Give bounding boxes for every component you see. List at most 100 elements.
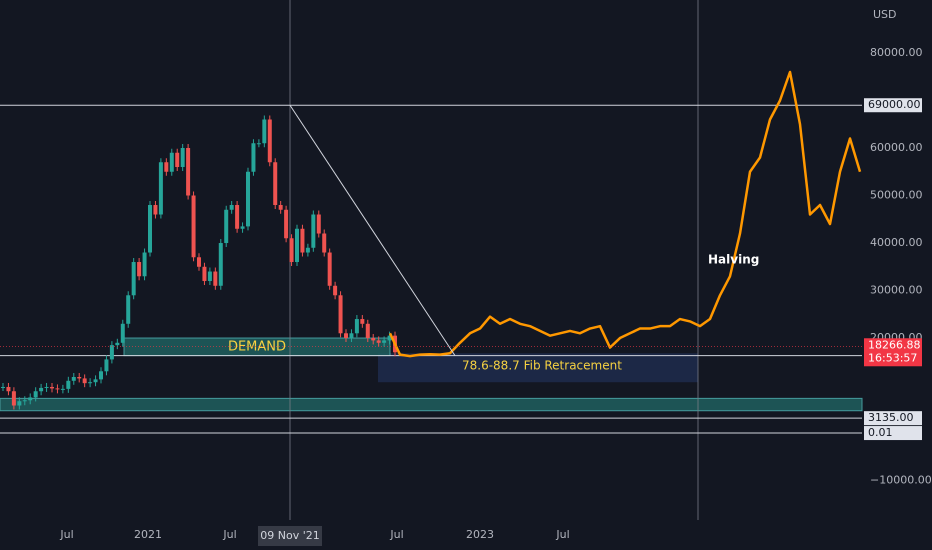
fib-label: 78.6-88.7 Fib Retracement [462, 359, 622, 373]
candle [93, 379, 98, 383]
support-zone [0, 397, 863, 412]
candle [289, 238, 294, 263]
candle [349, 333, 354, 339]
candle [256, 143, 261, 145]
candle [376, 340, 381, 343]
candle [218, 243, 223, 286]
x-tick-label: Jul [59, 528, 73, 541]
candle [175, 152, 180, 167]
candle [142, 252, 147, 277]
candle [1, 386, 5, 388]
candle [338, 295, 343, 334]
y-tick-label: −10000.00 [870, 474, 932, 487]
candle [115, 342, 120, 346]
candle [137, 262, 142, 277]
candle [316, 214, 321, 234]
candle [365, 323, 370, 339]
candle [382, 340, 387, 343]
candle [273, 162, 278, 206]
candle [66, 380, 71, 389]
candle [295, 228, 299, 263]
candle [300, 228, 305, 253]
candle [207, 271, 212, 282]
candle [278, 205, 283, 210]
candle [197, 257, 201, 267]
y-tick-label: 30000.00 [870, 284, 923, 297]
candle [44, 386, 49, 388]
candle [71, 376, 76, 381]
candle [99, 371, 103, 380]
demand-label: DEMAND [228, 339, 286, 354]
level-label: 3135.00 [868, 411, 914, 424]
level-label-bg [864, 426, 922, 441]
candle [22, 400, 27, 402]
candle [344, 333, 348, 339]
candle [180, 147, 185, 167]
candle [77, 376, 82, 379]
candle [39, 387, 44, 392]
candle [186, 147, 191, 196]
candle [169, 152, 174, 172]
level-label: 69000.00 [868, 98, 921, 111]
candle [224, 209, 229, 244]
x-tick-label: Jul [222, 528, 236, 541]
candle [262, 119, 267, 144]
x-tick-label: Jul [389, 528, 403, 541]
candle [164, 162, 169, 172]
halving-label: Halving [708, 253, 759, 267]
candle [131, 262, 136, 296]
candle [33, 391, 38, 398]
candle [267, 119, 272, 163]
candle [55, 388, 60, 390]
crosshair-label-bg [258, 526, 322, 546]
candle [88, 382, 93, 384]
candle [120, 323, 125, 343]
candle [109, 345, 114, 360]
candle [11, 391, 16, 406]
projection-line [388, 70, 862, 358]
y-tick-label: 60000.00 [870, 141, 923, 154]
candle [6, 386, 11, 392]
candle [158, 162, 163, 215]
candle [360, 319, 365, 324]
candle [82, 378, 87, 384]
candle [229, 205, 234, 210]
y-tick-label: 40000.00 [870, 236, 923, 249]
level-label: 0.01 [868, 426, 893, 439]
level-label-bg [864, 98, 922, 113]
crosshair-label: 09 Nov '21 [260, 529, 319, 542]
candle [153, 205, 158, 215]
candle [333, 285, 338, 296]
candle [246, 171, 250, 227]
candle [60, 388, 65, 390]
candle [235, 205, 240, 229]
candle [213, 271, 218, 286]
x-tick-label: Jul [555, 528, 569, 541]
candle [240, 226, 245, 229]
last-price-label: 18266.88 [868, 338, 921, 351]
candle [148, 205, 152, 253]
candle [354, 319, 359, 334]
candle [305, 247, 310, 253]
candle [126, 295, 131, 324]
candle [371, 338, 376, 341]
level-label-bg [864, 411, 922, 426]
candle [327, 252, 332, 286]
candle [284, 209, 289, 239]
candle [311, 214, 316, 248]
candle [28, 397, 33, 401]
candle [202, 266, 207, 282]
candle [104, 359, 109, 372]
y-tick-label: 80000.00 [870, 46, 923, 59]
currency-label: USD [873, 8, 897, 21]
last-price-bg [864, 338, 922, 367]
candle [387, 335, 392, 341]
trend-line [289, 104, 456, 356]
candle [17, 401, 22, 406]
countdown-label: 16:53:57 [868, 351, 917, 364]
x-tick-label: 2023 [466, 528, 494, 541]
candle [251, 143, 256, 172]
candle [191, 195, 196, 258]
